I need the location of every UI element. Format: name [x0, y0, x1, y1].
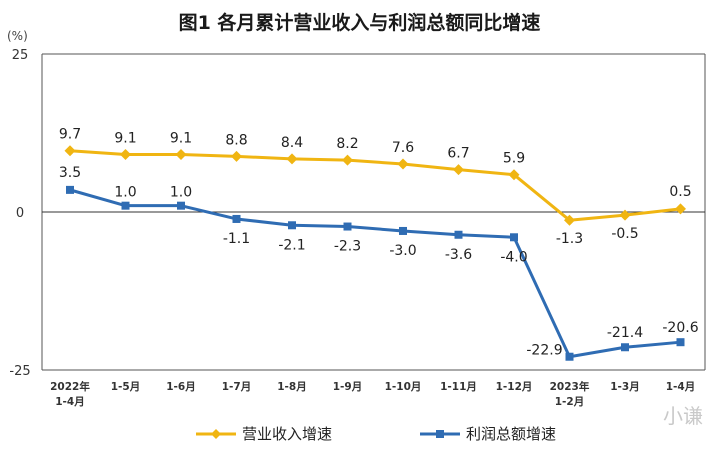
- series-line-2: [69, 188, 681, 359]
- x-tick-label: 1-11月: [440, 381, 477, 393]
- x-tick-label-line: 1-11月: [440, 381, 477, 393]
- data-label: 6.7: [447, 146, 469, 162]
- x-tick-label: 1-3月: [610, 381, 639, 393]
- series-1-point: [120, 148, 131, 160]
- data-label: -0.5: [611, 226, 638, 242]
- x-tick-label-line: 1-12月: [496, 381, 533, 393]
- data-label: 0.5: [669, 184, 691, 200]
- series-1-point: [342, 154, 353, 166]
- x-tick-label: 1-9月: [333, 381, 362, 393]
- series-2-point: [621, 343, 629, 352]
- data-label: -20.6: [662, 320, 698, 336]
- x-tick-label: 1-12月: [496, 381, 533, 393]
- data-label: 1.0: [170, 185, 192, 201]
- data-label: 8.4: [281, 135, 303, 151]
- data-label: 9.7: [59, 127, 81, 143]
- y-tick-label: 0: [16, 206, 24, 221]
- data-label: 5.9: [503, 151, 525, 167]
- x-tick-label-line: 1-5月: [111, 381, 140, 393]
- series-line-1: [69, 149, 681, 222]
- series-1-point: [286, 153, 298, 165]
- legend-label: 营业收入增速: [242, 425, 332, 443]
- y-tick-label: 25: [12, 48, 29, 63]
- data-label: -3.6: [445, 247, 472, 263]
- data-label: -2.3: [334, 239, 361, 255]
- x-tick-label-line: 1-2月: [555, 396, 584, 408]
- data-label: -21.4: [607, 325, 643, 341]
- legend-marker-1: [211, 429, 221, 439]
- x-tick-label: 2023年 1-2月: [550, 380, 590, 408]
- data-label: -1.3: [556, 231, 583, 247]
- data-label: -3.0: [389, 243, 416, 259]
- x-tick-label: 1-5月: [111, 381, 140, 393]
- series-2-point: [565, 352, 574, 361]
- x-tick-label: 1-7月: [222, 381, 251, 393]
- x-tick-label-line: 1-8月: [277, 381, 306, 393]
- series-1-point: [619, 209, 631, 221]
- x-tick-label-line: 1-7月: [222, 381, 251, 393]
- x-tick-label-line: 1-9月: [333, 381, 362, 393]
- data-label: -1.1: [223, 231, 250, 247]
- data-label: 3.5: [59, 165, 81, 181]
- legend-marker-2: [436, 430, 444, 438]
- x-tick-label: 1-10月: [385, 381, 422, 393]
- data-label: 8.2: [336, 136, 358, 152]
- series-2-point: [399, 226, 407, 235]
- series-1-point: [175, 148, 187, 160]
- x-tick-label-line: 1-10月: [385, 381, 422, 393]
- series-2-point: [676, 338, 685, 347]
- y-tick-label: -25: [9, 364, 30, 379]
- data-label: -22.9: [526, 343, 562, 359]
- series-1-point: [675, 203, 686, 215]
- watermark: 小谦: [663, 404, 703, 428]
- series-2-point: [510, 233, 518, 242]
- series-2-point: [454, 230, 463, 239]
- legend-label: 利润总额增速: [466, 425, 556, 443]
- series-2-point: [66, 185, 74, 194]
- data-label: 7.6: [392, 140, 414, 156]
- chart-title: 图1 各月累计营业收入与利润总额同比增速: [178, 12, 541, 34]
- x-tick-label: 1-4月: [666, 381, 695, 393]
- data-label: 8.8: [225, 132, 247, 148]
- series-2-point: [121, 201, 130, 210]
- data-label: -2.1: [278, 237, 305, 253]
- x-tick-label-line: 2023年: [550, 380, 590, 393]
- data-label: -4.0: [500, 249, 527, 265]
- x-tick-label: 2022年 1-4月: [50, 380, 90, 408]
- x-tick-label: 1-6月: [166, 381, 195, 393]
- series-1-point: [453, 164, 464, 176]
- data-label: 9.1: [170, 130, 192, 146]
- series-1-point: [397, 158, 409, 170]
- series-2-point: [232, 214, 241, 223]
- x-tick-label: 1-8月: [277, 381, 306, 393]
- x-tick-label-line: 1-4月: [666, 381, 695, 393]
- x-tick-label-line: 1-6月: [166, 381, 195, 393]
- series-1-point: [231, 150, 242, 162]
- series-1-point: [508, 169, 520, 181]
- series-2-point: [177, 201, 185, 210]
- series-2-point: [288, 221, 296, 230]
- x-tick-label-line: 1-4月: [55, 396, 84, 408]
- data-label: 1.0: [114, 185, 136, 201]
- series-2-point: [343, 222, 352, 231]
- x-tick-label-line: 2022年: [50, 380, 90, 393]
- series-1-point: [64, 145, 76, 157]
- y-axis-unit-label: (%): [7, 29, 28, 43]
- series-1-point: [564, 214, 575, 226]
- x-tick-label-line: 1-3月: [610, 381, 639, 393]
- data-label: 9.1: [114, 130, 136, 146]
